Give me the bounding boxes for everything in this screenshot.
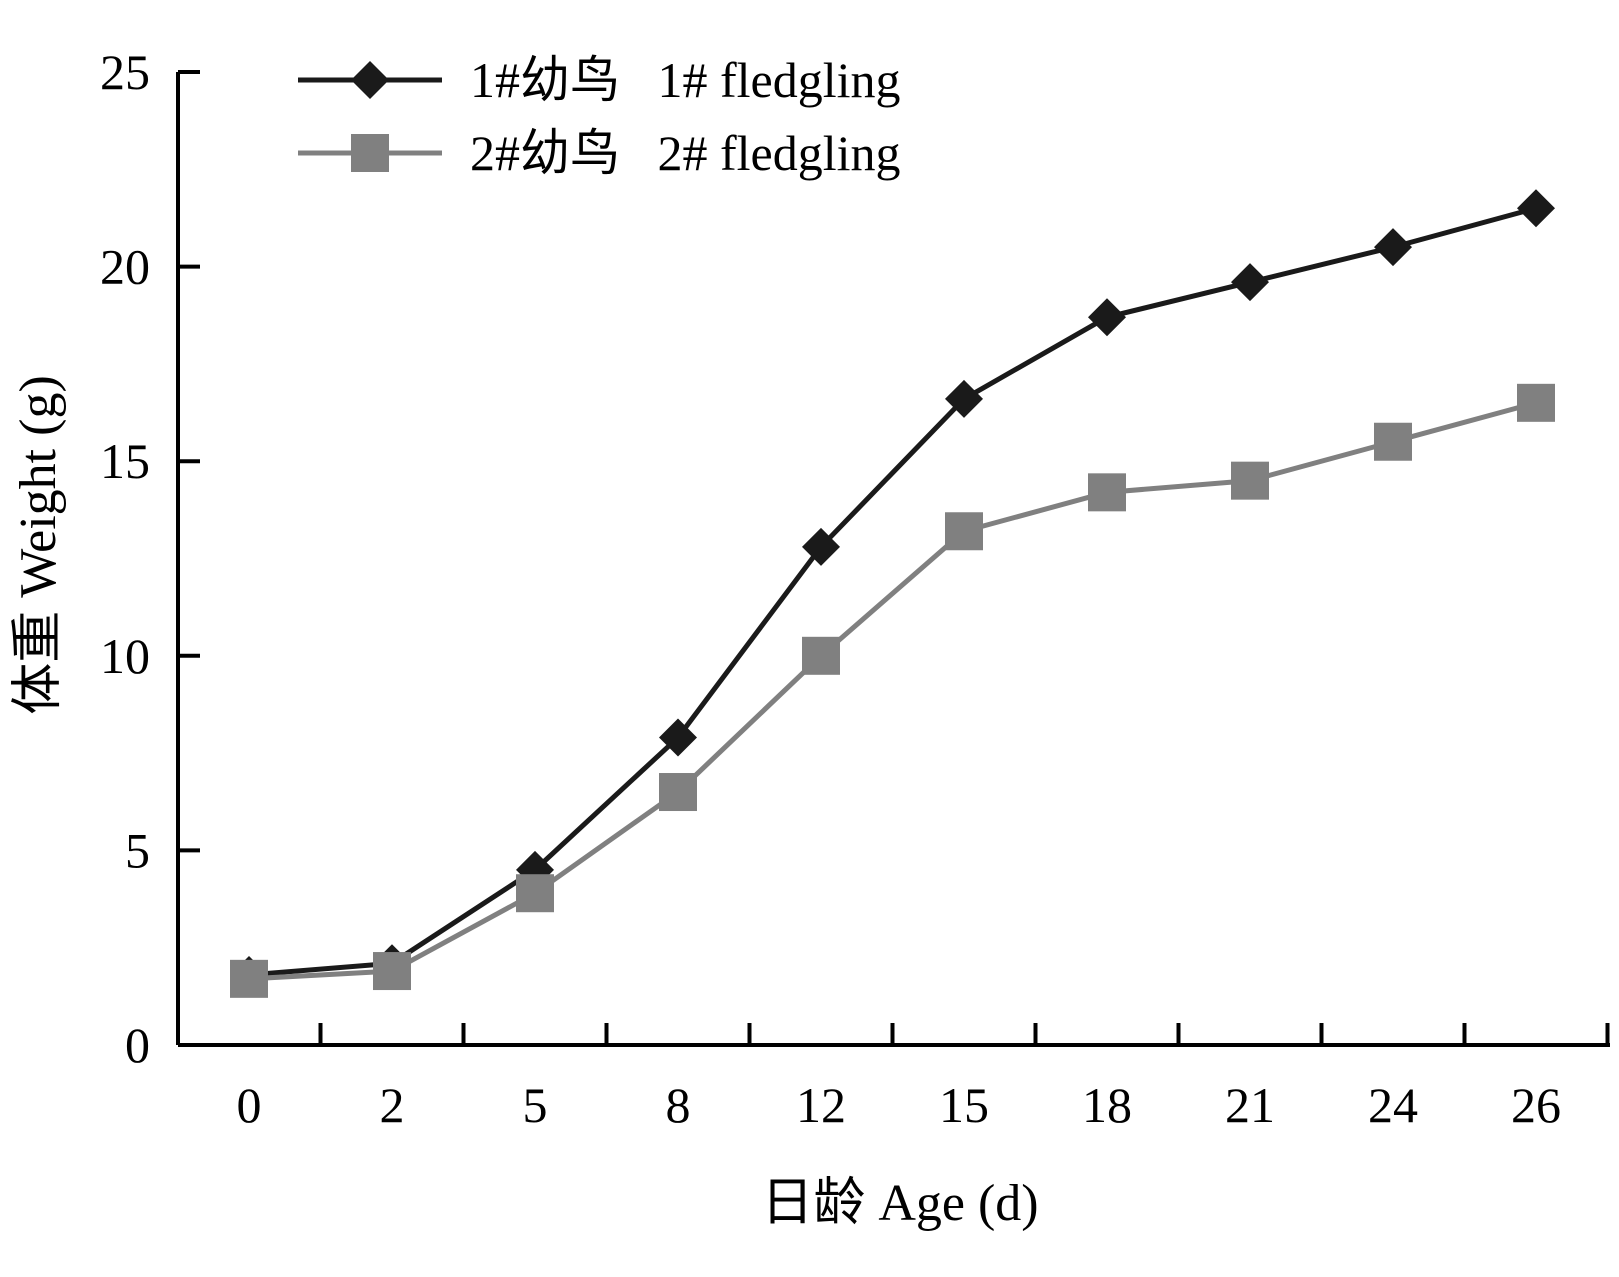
y-tick-label: 5 (125, 822, 150, 878)
data-point (1088, 298, 1126, 337)
y-tick-label: 15 (100, 433, 150, 489)
y-tick-label: 10 (100, 628, 150, 684)
data-point (659, 718, 697, 757)
y-tick-label: 0 (125, 1017, 150, 1073)
x-tick-label: 15 (939, 1077, 989, 1133)
data-point (1231, 461, 1269, 500)
x-tick-label: 21 (1225, 1077, 1275, 1133)
legend-marker (351, 61, 389, 99)
legend-label: 1#幼鸟 1# fledgling (470, 52, 901, 108)
series-line (248, 205, 1537, 978)
data-point (230, 959, 268, 998)
legend: 1#幼鸟 1# fledgling 2#幼鸟 2# fledgling (298, 52, 901, 181)
y-tick-label: 20 (100, 239, 150, 295)
x-tick-label: 8 (666, 1077, 691, 1133)
series-2 (230, 383, 1555, 998)
legend-label: 2#幼鸟 2# fledgling (470, 125, 901, 181)
data-point (659, 773, 697, 812)
x-tick-label: 12 (796, 1077, 846, 1133)
x-tick-label: 0 (237, 1077, 262, 1133)
legend-marker (351, 134, 389, 172)
data-point (373, 952, 411, 991)
x-tick-label: 26 (1511, 1077, 1561, 1133)
data-point (516, 874, 554, 913)
data-point (1088, 473, 1126, 512)
data-point (1517, 189, 1555, 228)
data-point (802, 636, 840, 675)
data-point (945, 512, 983, 551)
data-point (1231, 263, 1269, 302)
x-tick-label: 24 (1368, 1077, 1418, 1133)
y-tick-label: 25 (100, 44, 150, 100)
data-point (945, 379, 983, 418)
data-point (802, 527, 840, 566)
data-point (1374, 422, 1412, 461)
series-layer (230, 189, 1555, 998)
legend-item: 2#幼鸟 2# fledgling (298, 125, 901, 181)
legend-item: 1#幼鸟 1# fledgling (298, 52, 901, 108)
data-point (1517, 383, 1555, 422)
x-tick-label: 2 (380, 1077, 405, 1133)
x-axis-title: 日龄 Age (d) (761, 1175, 1038, 1232)
y-axis-title: 体重 Weight (g) (10, 375, 67, 715)
x-tick-label: 18 (1082, 1077, 1132, 1133)
data-point (1374, 228, 1412, 267)
series-line (248, 400, 1537, 982)
x-tick-label: 5 (523, 1077, 548, 1133)
